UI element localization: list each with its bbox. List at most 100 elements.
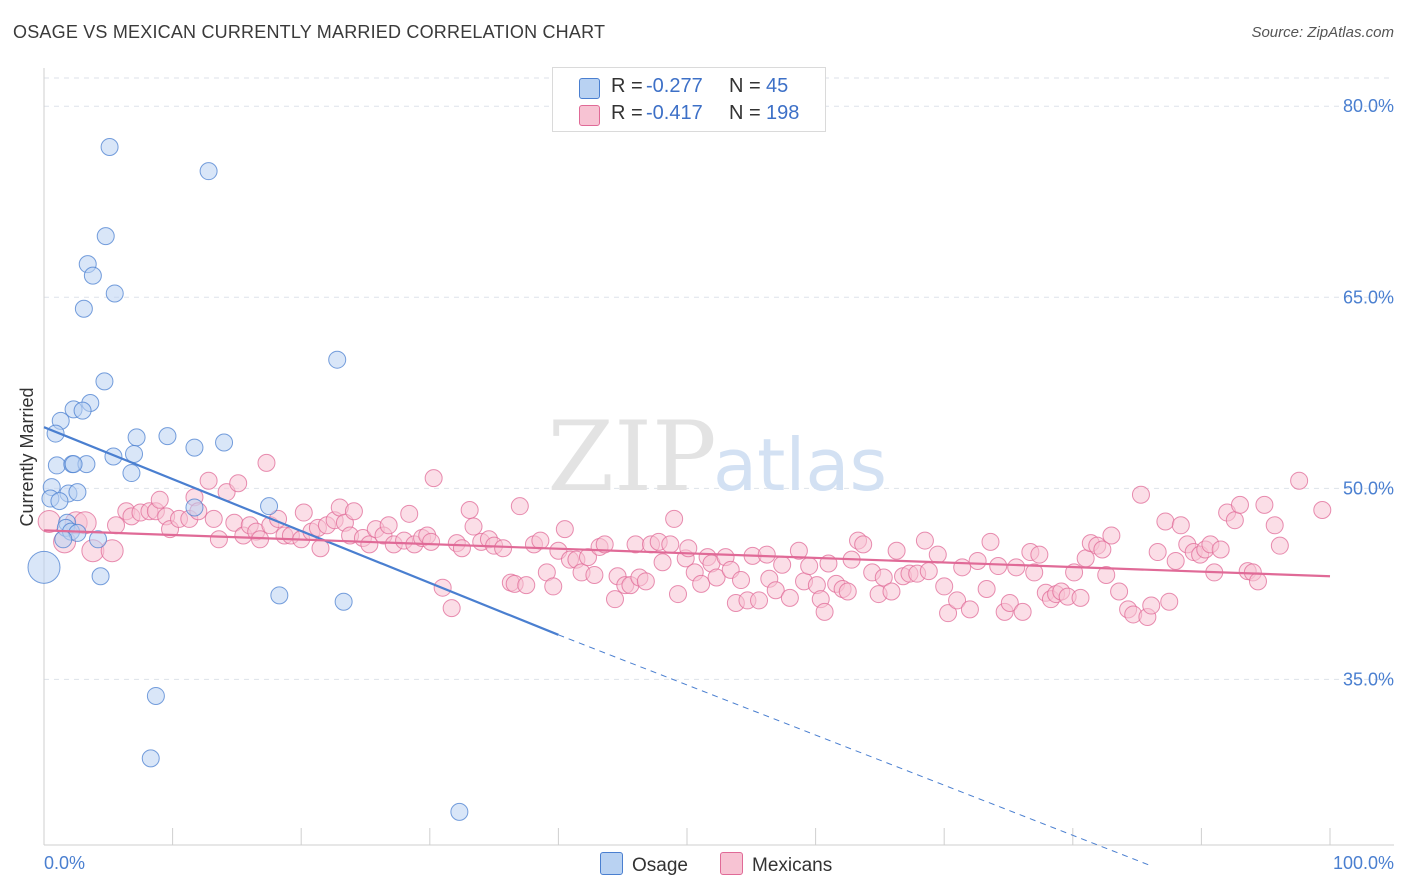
- y-axis-label: Currently Married: [17, 387, 37, 526]
- mexicans-n-label: N =: [729, 102, 761, 124]
- osage-point: [334, 592, 353, 611]
- legend-row-mexicans: R = -0.417 N = 198: [553, 102, 825, 128]
- mexicans-point: [928, 545, 947, 564]
- mexicans-point: [1166, 551, 1185, 570]
- mexicans-r-value: -0.417: [646, 102, 703, 124]
- mexicans-point: [379, 516, 398, 535]
- mexicans-point: [1007, 558, 1026, 577]
- mexicans-point: [1030, 545, 1049, 564]
- mexicans-point: [544, 577, 563, 596]
- mexicans-point: [100, 539, 124, 563]
- osage-point: [185, 498, 204, 517]
- osage-r-value: -0.277: [646, 75, 703, 97]
- osage-point: [68, 483, 87, 502]
- mexicans-point: [1071, 588, 1090, 607]
- mexicans-point: [1131, 485, 1150, 504]
- osage-trend-extension: [558, 634, 1151, 866]
- bottom-legend-osage: Osage: [600, 852, 688, 877]
- chart-title: OSAGE VS MEXICAN CURRENTLY MARRIED CORRE…: [13, 22, 606, 42]
- mexicans-point: [854, 535, 873, 554]
- mexicans-point: [1102, 526, 1121, 545]
- mexicans-point: [344, 502, 363, 521]
- osage-point: [105, 284, 124, 303]
- osage-point: [127, 428, 146, 447]
- bottom-osage-swatch: [600, 852, 623, 875]
- mexicans-point: [494, 539, 513, 558]
- osage-point: [95, 372, 114, 391]
- watermark-atlas: atlas: [713, 423, 887, 507]
- osage-point: [47, 456, 66, 475]
- mexicans-point: [1313, 500, 1332, 519]
- mexicans-point: [1110, 582, 1129, 601]
- y-tick-label: 35.0%: [1343, 669, 1394, 689]
- osage-point: [215, 433, 234, 452]
- mexicans-point: [668, 585, 687, 604]
- mexicans-swatch: [579, 105, 600, 126]
- mexicans-point: [464, 517, 483, 536]
- mexicans-point: [531, 531, 550, 550]
- mexicans-r-label: R =: [611, 102, 643, 124]
- mexicans-point: [578, 548, 597, 567]
- mexicans-point: [1025, 563, 1044, 582]
- gridlines: [44, 77, 1394, 680]
- mexicans-point: [838, 582, 857, 601]
- legend-row-osage: R = -0.277 N = 45: [553, 75, 825, 101]
- osage-point: [100, 137, 119, 156]
- mexicans-point: [294, 503, 313, 522]
- mexicans-point: [1013, 602, 1032, 621]
- osage-point: [125, 444, 144, 463]
- mexicans-point: [882, 582, 901, 601]
- mexicans-point: [960, 600, 979, 619]
- mexicans-point: [732, 571, 751, 590]
- osage-point: [158, 427, 177, 446]
- mexicans-point: [766, 581, 785, 600]
- mexicans-point: [452, 539, 471, 558]
- mexicans-point: [1142, 596, 1161, 615]
- mexicans-point: [789, 541, 808, 560]
- mexicans-point: [989, 557, 1008, 576]
- mexicans-point: [780, 588, 799, 607]
- mexicans-point: [968, 551, 987, 570]
- source-credit: Source: ZipAtlas.com: [1251, 24, 1394, 41]
- mexicans-n-value: 198: [766, 102, 800, 124]
- mexicans-point: [815, 602, 834, 621]
- osage-point: [27, 550, 61, 584]
- osage-point: [146, 686, 165, 705]
- mexicans-point: [1171, 516, 1190, 535]
- osage-point: [199, 162, 218, 181]
- mexicans-point: [919, 562, 938, 581]
- mexicans-point: [37, 509, 61, 533]
- mexicans-point: [948, 591, 967, 610]
- mexicans-point: [517, 576, 536, 595]
- mexicans-point: [424, 469, 443, 488]
- mexicans-point: [665, 509, 684, 528]
- mexicans-point: [636, 572, 655, 591]
- mexicans-point: [773, 555, 792, 574]
- mexicans-point: [1148, 543, 1167, 562]
- mexicans-point: [1270, 536, 1289, 555]
- watermark: ZIP atlas: [547, 401, 887, 513]
- osage-point: [270, 586, 289, 605]
- mexicans-point: [1255, 495, 1274, 514]
- mexicans-point: [555, 520, 574, 539]
- mexicans-point: [1156, 512, 1175, 531]
- y-tick-label: 50.0%: [1343, 478, 1394, 498]
- osage-point: [260, 497, 279, 516]
- osage-point: [64, 455, 83, 474]
- osage-point: [91, 567, 110, 586]
- mexicans-point: [661, 535, 680, 554]
- mexicans-point: [939, 604, 958, 623]
- mexicans-point: [107, 516, 126, 535]
- mexicans-point: [707, 568, 726, 587]
- osage-point: [328, 350, 347, 369]
- osage-point: [185, 438, 204, 457]
- y-tick-label: 65.0%: [1343, 287, 1394, 307]
- osage-point: [89, 530, 108, 549]
- x-tick-label-max: 100.0%: [1333, 853, 1394, 873]
- mexicans-point: [750, 591, 769, 610]
- mexicans-point: [887, 541, 906, 560]
- mexicans-point: [757, 545, 776, 564]
- mexicans-point: [1225, 511, 1244, 530]
- mexicans-point: [595, 535, 614, 554]
